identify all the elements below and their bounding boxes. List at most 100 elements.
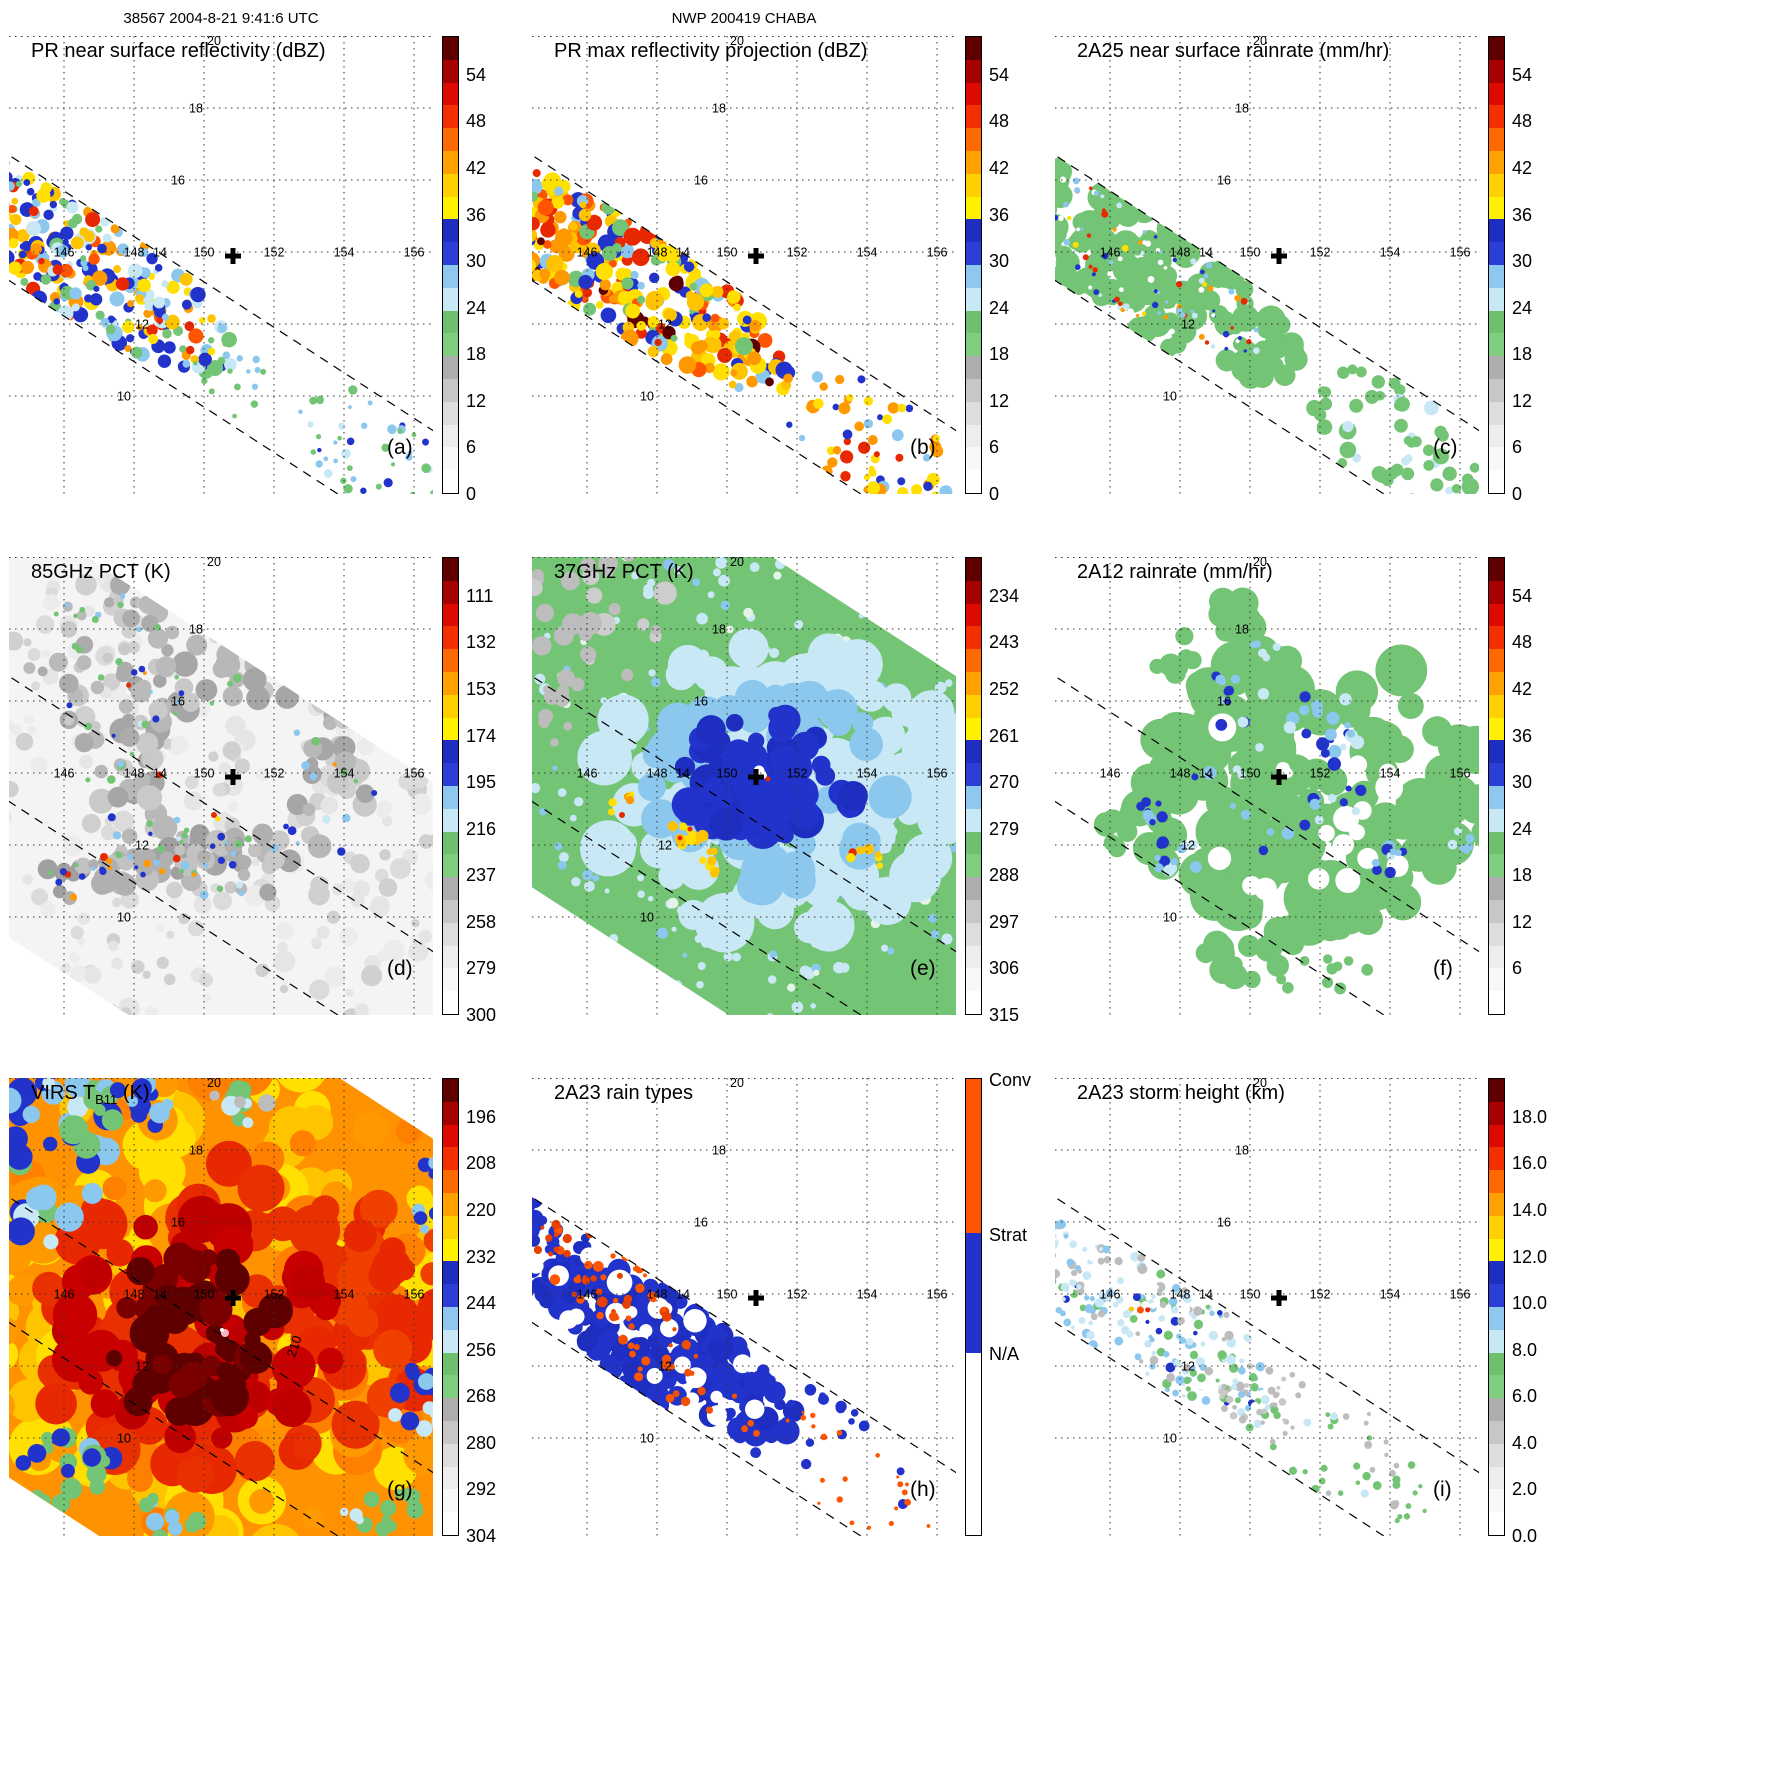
- map-e: 146 148 150 152 154 156 20 18 16 14 12 10: [532, 557, 956, 1015]
- colorbar-tick: 6: [1512, 437, 1523, 458]
- colorbar-tick: 36: [1512, 204, 1533, 225]
- colorbar-tick: 48: [466, 111, 487, 132]
- colorbar-segment: [1489, 265, 1504, 288]
- colorbar-tick: 12.0: [1512, 1246, 1548, 1267]
- lon-label: 146: [577, 1288, 598, 1302]
- colorbar-tick: 42: [1512, 158, 1533, 179]
- colorbar-segment: [966, 333, 981, 357]
- colorbar-segment: [1489, 401, 1504, 425]
- map-a: 146 148 150 152 154 156 20 18 16 14 12 10: [9, 36, 433, 494]
- panel-title-a: PR near surface reflectivity (dBZ): [31, 40, 326, 62]
- colorbar-tick: 24: [989, 297, 1010, 318]
- colorbar-segment: [1489, 649, 1504, 672]
- panel-title-h: 2A23 rain types: [554, 1082, 693, 1104]
- lat-label: 20: [207, 1078, 221, 1090]
- colorbar-tick: 0: [1512, 484, 1523, 504]
- lon-label: 156: [1450, 767, 1471, 781]
- lon-label: 156: [404, 246, 425, 260]
- lat-label: 10: [640, 911, 654, 925]
- lat-label: 18: [189, 102, 203, 116]
- lat-label: 18: [712, 1144, 726, 1158]
- lat-label: 18: [1235, 102, 1249, 116]
- lon-label: 156: [927, 1288, 948, 1302]
- colorbar-segment: [966, 603, 981, 627]
- swath-boundary-lines: [1055, 36, 1479, 494]
- lon-label: 154: [334, 1288, 355, 1302]
- colorbar-segment: [443, 356, 458, 379]
- grid-labels: 146 148 150 152 154 156 20 18 16 14 12 10: [577, 1078, 948, 1446]
- panel-title-e: 37GHz PCT (K): [554, 561, 694, 583]
- colorbar-segment: [966, 37, 981, 60]
- colorbar-segment: [443, 173, 458, 197]
- colorbar-tick: 258: [466, 911, 497, 932]
- grid-labels: 146 148 150 152 154 156 20 18 16 14 12 10: [577, 557, 948, 925]
- lon-label: 148: [647, 246, 668, 260]
- colorbar-tick: 12: [466, 390, 487, 411]
- colorbar-segment: [443, 922, 458, 946]
- storm-center-marker: [748, 769, 764, 785]
- lat-label: 18: [1235, 1144, 1249, 1158]
- colorbar-tick: 306: [989, 958, 1020, 979]
- colorbar-tick: 111: [466, 585, 494, 606]
- lon-label: 146: [54, 767, 75, 781]
- graticule: [532, 1078, 956, 1536]
- graticule: [1055, 36, 1479, 494]
- colorbar-segment: [443, 991, 458, 1014]
- colorbar-segment: [1489, 831, 1504, 855]
- colorbar-segment: [443, 424, 458, 448]
- map-b: 146 148 150 152 154 156 20 18 16 14 12 10: [532, 36, 956, 494]
- lat-label: 14: [1199, 767, 1213, 781]
- colorbar-segment: [966, 740, 981, 764]
- colorbar-segment: [1489, 1079, 1504, 1102]
- lon-label: 152: [1310, 246, 1331, 260]
- colorbar-tick: 6: [466, 437, 477, 458]
- colorbar-segment: [966, 1079, 981, 1234]
- panel-letter-d: (d): [387, 957, 413, 980]
- graticule: [1055, 1078, 1479, 1536]
- grid-labels: 146 148 150 152 154 156 20 18 16 14 12 10: [54, 1078, 425, 1446]
- colorbar-segment: [443, 196, 458, 220]
- colorbar-segment: [443, 470, 458, 493]
- lon-label: 150: [194, 1288, 215, 1302]
- swath-boundary-lines: [532, 36, 956, 494]
- colorbar-segment: [1489, 1466, 1504, 1490]
- lat-label: 10: [1163, 390, 1177, 404]
- lat-label: 10: [1163, 1432, 1177, 1446]
- lon-label: 152: [264, 1288, 285, 1302]
- colorbar-tick: 279: [989, 818, 1020, 839]
- panel-e: 146 148 150 152 154 156 20 18 16 14 12 10 37GHz PCT …: [532, 557, 956, 1015]
- colorbar-tick: 297: [989, 911, 1020, 932]
- colorbar-tick: 4.0: [1512, 1432, 1538, 1453]
- colorbar-segment: [966, 196, 981, 220]
- colorbar-segment: [1489, 333, 1504, 357]
- colorbar-segment: [1489, 945, 1504, 969]
- lat-label: 14: [153, 1288, 167, 1302]
- lon-label: 154: [857, 1288, 878, 1302]
- lat-label: 14: [153, 246, 167, 260]
- colorbar-segment: [1489, 173, 1504, 197]
- colorbar-segment: [966, 877, 981, 900]
- colorbar-tick: 208: [466, 1153, 497, 1174]
- colorbar-segment: [1489, 786, 1504, 809]
- panel-a: 146 148 150 152 154 156 20 18 16 14 12 10 PR near su…: [9, 36, 433, 494]
- colorbar-segment: [1489, 151, 1504, 174]
- colorbar-segment: [966, 287, 981, 311]
- colorbar-segment: [443, 287, 458, 311]
- colorbar-tick: 279: [466, 958, 497, 979]
- lat-label: 12: [135, 318, 149, 332]
- colorbar-segment: [443, 626, 458, 650]
- colorbar-tick: 300: [466, 1005, 497, 1025]
- colorbar-tick: 234: [989, 585, 1020, 606]
- colorbar-segment: [443, 1101, 458, 1125]
- lon-label: 146: [1100, 246, 1121, 260]
- colorbar-segment: [966, 991, 981, 1014]
- colorbar-segment: [1489, 558, 1504, 581]
- colorbar-tick: 36: [1512, 725, 1533, 746]
- grid-labels: 146 148 150 152 154 156 20 18 16 14 12 10: [54, 36, 425, 404]
- data-field: [9, 1078, 433, 1536]
- lon-label: 152: [787, 1288, 808, 1302]
- colorbar-tick: 54: [1512, 64, 1533, 85]
- lat-label: 12: [658, 839, 672, 853]
- colorbar-tick: 292: [466, 1479, 497, 1500]
- colorbar-segment: [966, 672, 981, 695]
